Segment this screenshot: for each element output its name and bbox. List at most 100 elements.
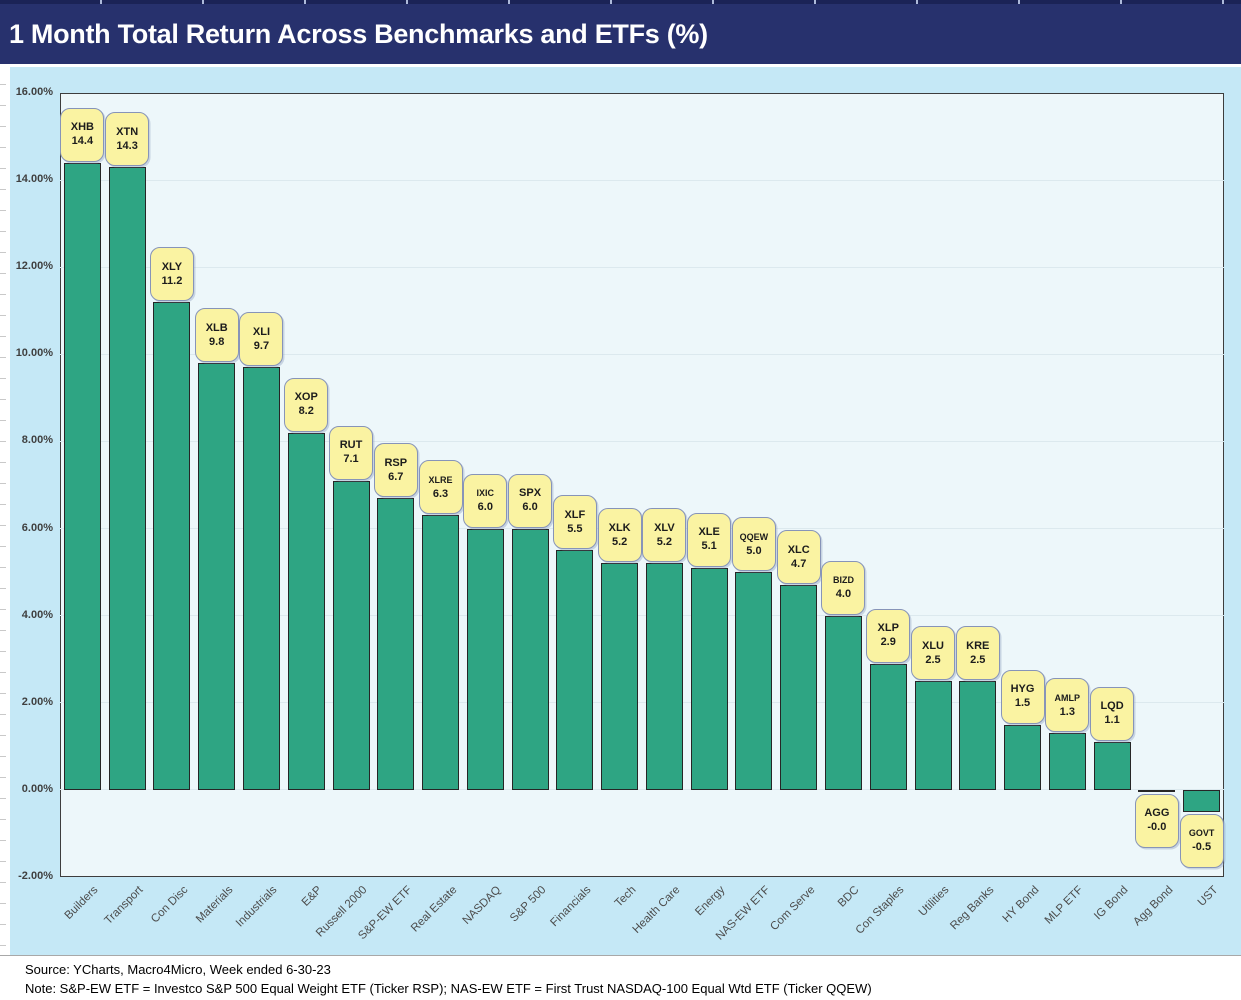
x-axis-category-label: Com Serve [768, 884, 818, 934]
data-label-callout-xle: XLE 5.1 [687, 512, 732, 567]
gridline [60, 528, 1224, 530]
callout-ticker: XTN [116, 125, 139, 138]
data-label-callout-ixic: IXIC 6.0 [463, 473, 508, 528]
bar-amlp [1048, 733, 1086, 790]
bar-xlv [645, 563, 683, 790]
bar-govt [1183, 789, 1221, 812]
y-axis-tick-label: 2.00% [21, 695, 53, 708]
callout-value: 5.5 [567, 522, 583, 535]
y-axis-tick-label: 0.00% [21, 782, 53, 795]
callout-ticker: SPX [519, 487, 542, 500]
bar-xlb [198, 363, 236, 790]
callout-value: 7.1 [343, 453, 359, 466]
callout-value: 9.8 [209, 335, 225, 348]
source-note: Source: YCharts, Macro4Micro, Week ended… [25, 962, 331, 977]
bar-xle [690, 567, 728, 790]
gridline [60, 702, 1224, 704]
bar-xtn [108, 167, 146, 790]
data-label-callout-govt: GOVT -0.5 [1179, 813, 1224, 868]
bar-xlu [914, 681, 952, 790]
data-label-callout-xlk: XLK 5.2 [597, 508, 642, 563]
data-label-callout-xly: XLY 11.2 [149, 247, 194, 302]
callout-value: 4.7 [791, 557, 807, 570]
callout-value: 6.0 [522, 501, 538, 514]
callout-ticker: XLP [877, 622, 899, 635]
bar-bizd [824, 615, 862, 790]
callout-ticker: RSP [384, 456, 408, 469]
callout-ticker: XLC [787, 543, 810, 556]
data-label-callout-rsp: RSP 6.7 [373, 443, 418, 498]
callout-ticker: XHB [70, 121, 94, 134]
x-axis-category-label: Energy [693, 884, 728, 919]
x-axis-category-label: Tech [612, 884, 639, 910]
x-axis-category-label: NASDAQ [460, 884, 504, 927]
bar-kre [959, 681, 997, 790]
bar-xlc [780, 585, 818, 790]
callout-value: 2.5 [925, 653, 941, 666]
bar-rut [332, 480, 370, 790]
callout-ticker: RUT [339, 439, 363, 452]
x-axis-category-label: Transport [102, 884, 146, 927]
x-axis-category-label: Con Disc [148, 884, 191, 926]
bar-lqd [1093, 741, 1131, 790]
x-axis-category-label: IG Bond [1092, 884, 1131, 923]
data-label-callout-xlv: XLV 5.2 [642, 508, 687, 563]
callout-value: 1.5 [1014, 697, 1031, 710]
callout-ticker: XLK [608, 521, 631, 534]
chart-title-bar: 1 Month Total Return Across Benchmarks a… [0, 4, 1241, 64]
data-label-callout-rut: RUT 7.1 [329, 425, 373, 480]
callout-ticker: XLY [161, 260, 183, 273]
gridline [60, 266, 1224, 268]
x-axis-category-label: Industrials [234, 884, 280, 930]
data-label-callout-xlc: XLC 4.7 [776, 530, 821, 585]
x-axis-category-label: MLP ETF [1043, 884, 1086, 927]
bar-ixic [466, 528, 504, 790]
callout-ticker: XLF [564, 508, 586, 521]
y-axis-tick-label: 10.00% [15, 347, 53, 360]
callout-value: 6.3 [432, 487, 449, 500]
x-axis-category-label: Reg Banks [947, 884, 997, 933]
x-axis-category-label: Real Estate [408, 884, 460, 935]
x-axis-category-label: Financials [548, 884, 594, 930]
bar-qqew [735, 572, 773, 790]
data-label-callout-xlb: XLB 9.8 [194, 308, 239, 363]
data-label-callout-hyg: HYG 1.5 [1000, 669, 1045, 724]
data-label-callout-xlf: XLF 5.5 [552, 495, 597, 550]
callout-value: 1.1 [1104, 714, 1120, 727]
callout-value: 5.2 [611, 535, 628, 548]
bar-xly [153, 302, 191, 790]
bar-xli [242, 367, 280, 790]
y-axis-tick-label: -2.00% [18, 870, 53, 882]
callout-value: 14.3 [116, 139, 138, 152]
callout-value: 2.5 [970, 653, 986, 666]
bar-rsp [377, 498, 415, 790]
data-label-callout-xlp: XLP 2.9 [866, 608, 911, 663]
x-axis-category-label: UST [1195, 884, 1221, 909]
x-axis-category-label: Utilities [916, 884, 952, 919]
bar-xlp [869, 663, 907, 790]
callout-value: 8.2 [298, 405, 314, 418]
callout-value: 5.0 [746, 544, 762, 557]
data-label-callout-kre: KRE 2.5 [955, 626, 1000, 680]
callout-value: 5.2 [656, 535, 673, 548]
data-label-callout-qqew: QQEW 5.0 [731, 517, 776, 572]
callout-ticker: GOVT [1188, 828, 1215, 839]
x-axis-category-label: HY Bond [1000, 884, 1042, 925]
data-label-callout-xlu: XLU 2.5 [911, 626, 955, 680]
x-axis-category-label: BDC [836, 884, 862, 910]
x-axis-category-label: E&P [299, 884, 325, 909]
data-label-callout-amlp: AMLP 1.3 [1045, 678, 1090, 733]
data-label-callout-spx: SPX 6.0 [508, 473, 553, 528]
y-axis-tick-label: 4.00% [21, 608, 53, 621]
callout-ticker: AGG [1144, 807, 1170, 820]
x-axis-category-label: Agg Bond [1131, 884, 1176, 929]
gridline [60, 789, 1224, 791]
callout-ticker: AMLP [1054, 692, 1081, 703]
callout-ticker: IXIC [476, 488, 495, 499]
callout-value: 6.0 [477, 501, 493, 514]
data-label-callout-xli: XLI 9.7 [239, 312, 284, 367]
callout-value: 1.3 [1059, 705, 1075, 718]
y-axis-tick-label: 6.00% [21, 521, 53, 534]
callout-ticker: XLB [205, 321, 228, 334]
